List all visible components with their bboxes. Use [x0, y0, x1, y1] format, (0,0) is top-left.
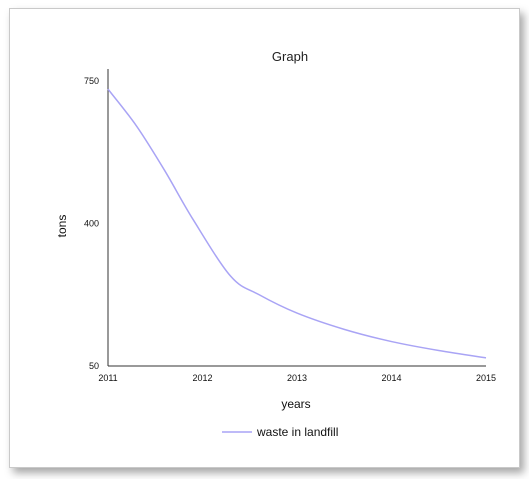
x-tick-label: 2011 — [98, 373, 117, 383]
tick-labels: 2011 2012 2013 2014 2015 750 400 50 — [84, 76, 496, 383]
chart-frame — [9, 8, 520, 468]
y-axis-label: tons — [55, 215, 69, 238]
series-line-waste-in-landfill — [107, 88, 487, 359]
x-axis-label: years — [281, 397, 310, 411]
legend-label: waste in landfill — [256, 425, 338, 439]
series-group — [107, 88, 487, 359]
y-tick-label: 50 — [89, 361, 99, 371]
x-tick-label: 2012 — [192, 373, 212, 383]
x-tick-label: 2013 — [287, 373, 307, 383]
chart-title: Graph — [272, 49, 308, 64]
legend: waste in landfill — [222, 425, 338, 439]
axes — [107, 69, 486, 367]
y-tick-label: 400 — [84, 219, 99, 229]
y-tick-label: 750 — [84, 76, 99, 86]
x-tick-label: 2014 — [381, 373, 401, 383]
x-tick-label: 2015 — [476, 373, 496, 383]
